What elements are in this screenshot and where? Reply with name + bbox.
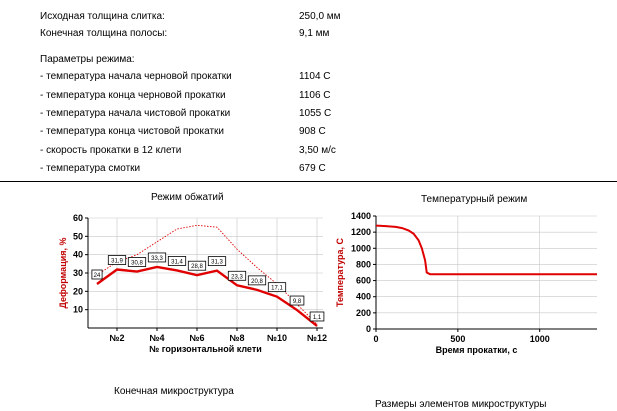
x-axis-title: Время прокатки, с — [436, 345, 518, 355]
data-label-box — [289, 295, 305, 306]
data-label: 17,1 — [271, 286, 283, 292]
data-label: 31,3 — [211, 260, 223, 266]
params-title: Параметры режима: — [40, 54, 135, 65]
param-value: 908 С — [299, 126, 326, 137]
x-tick-label: 500 — [450, 334, 465, 344]
data-label-box — [227, 270, 247, 281]
data-label-box — [127, 257, 147, 267]
param-label: - температура конца чистовой прокатки — [40, 126, 224, 137]
param-label: - температура смотки — [40, 163, 141, 174]
data-label: 9,8 — [293, 299, 302, 305]
param-value: 3,50 м/с — [299, 145, 336, 156]
y-tick-label: 50 — [73, 231, 83, 241]
y-tick-label: 40 — [73, 250, 83, 260]
x-tick-label: №10 — [267, 333, 287, 343]
y-tick-label: 10 — [73, 305, 83, 315]
x-tick-label: №8 — [229, 333, 244, 343]
data-label-box — [207, 256, 227, 267]
section-divider — [0, 181, 617, 182]
param-value: 679 С — [299, 163, 326, 174]
y-tick-label: 800 — [356, 259, 371, 269]
data-label: 33,3 — [151, 256, 163, 262]
y-axis-title: Температура, С — [335, 237, 345, 307]
data-label-box — [167, 256, 187, 266]
data-label-box — [107, 255, 127, 265]
data-label-box — [309, 311, 325, 322]
param-value: 1104 С — [299, 71, 331, 82]
param-label: - температура начала черновой прокатки — [40, 71, 232, 82]
data-label-box — [247, 275, 267, 286]
y-tick-label: 1000 — [351, 243, 371, 253]
x-tick-label: 1000 — [530, 334, 550, 344]
data-label-box — [91, 269, 103, 280]
temperature-line — [375, 224, 597, 276]
data-label: 23,3 — [231, 274, 243, 280]
data-label: 31,9 — [111, 259, 123, 265]
data-label: 31,4 — [171, 259, 183, 265]
y-axis-title: Деформация, % — [58, 237, 68, 308]
y-tick-label: 1200 — [351, 227, 371, 237]
microstructure-sizes-title: Размеры элементов микроструктуры — [375, 399, 547, 410]
param-value: 1055 С — [299, 108, 332, 119]
data-label: 28,8 — [191, 264, 203, 270]
x-tick-label: №2 — [109, 333, 124, 343]
data-label-box — [187, 260, 207, 271]
final-thickness-label: Конечная толщина полосы: — [40, 28, 168, 39]
y-tick-label: 20 — [73, 286, 83, 296]
series-main-line — [96, 265, 318, 327]
x-tick-label: №12 — [307, 333, 327, 343]
y-tick-label: 30 — [73, 268, 83, 278]
y-tick-label: 0 — [366, 324, 371, 334]
data-label-box — [267, 282, 287, 293]
y-tick-label: 60 — [73, 213, 83, 223]
chart-title-temperature: Температурный режим — [421, 194, 528, 205]
microstructure-title: Конечная микроструктура — [114, 386, 234, 397]
data-label: 30,8 — [131, 261, 143, 267]
data-label-box — [147, 252, 167, 263]
param-label: - температура начала чистовой прокатки — [40, 108, 231, 119]
x-axis-title: № горизонтальной клети — [149, 344, 262, 354]
x-tick-label: №6 — [189, 333, 204, 343]
final-thickness-value: 9,1 мм — [299, 28, 330, 39]
x-tick-label: №4 — [149, 333, 164, 343]
initial-thickness-label: Исходная толщина слитка: — [40, 11, 165, 22]
x-tick-label: 0 — [373, 334, 378, 344]
data-label: 1,1 — [313, 315, 322, 321]
param-label: - скорость прокатки в 12 клети — [40, 145, 182, 156]
chart-title-reductions: Режим обжатий — [151, 192, 224, 203]
y-tick-label: 200 — [356, 308, 371, 318]
param-value: 1106 С — [299, 90, 331, 101]
y-tick-label: 1400 — [351, 211, 371, 221]
param-label: - температура конца черновой прокатки — [40, 90, 226, 101]
data-label: 24 — [94, 273, 101, 279]
data-label: 20,8 — [251, 279, 263, 285]
initial-thickness-value: 250,0 мм — [299, 11, 341, 22]
y-tick-label: 600 — [356, 276, 371, 286]
y-tick-label: 400 — [356, 292, 371, 302]
